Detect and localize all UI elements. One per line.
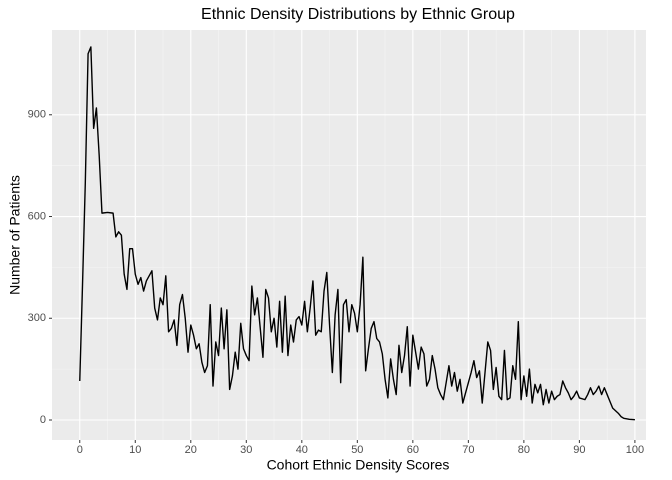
x-axis-label: Cohort Ethnic Density Scores (267, 457, 450, 473)
y-tick-label: 600 (28, 210, 46, 222)
x-tick-label: 50 (351, 444, 363, 456)
x-tick-label: 10 (129, 444, 141, 456)
x-tick-label: 60 (407, 444, 419, 456)
y-axis-label: Number of Patients (7, 175, 23, 295)
panel (52, 30, 646, 440)
x-tick-label: 30 (240, 444, 252, 456)
y-tick-label: 900 (28, 109, 46, 121)
x-tick-label: 90 (573, 444, 585, 456)
x-tick-label: 0 (77, 444, 83, 456)
x-tick-label: 40 (296, 444, 308, 456)
y-tick-label: 300 (28, 312, 46, 324)
x-tick-label: 20 (185, 444, 197, 456)
y-tick-label: 0 (40, 414, 46, 426)
x-tick-label: 70 (462, 444, 474, 456)
data-line (79, 46, 635, 421)
chart-title: Ethnic Density Distributions by Ethnic G… (201, 6, 515, 23)
x-tick-label: 100 (626, 444, 644, 456)
x-tick-label: 80 (518, 444, 530, 456)
